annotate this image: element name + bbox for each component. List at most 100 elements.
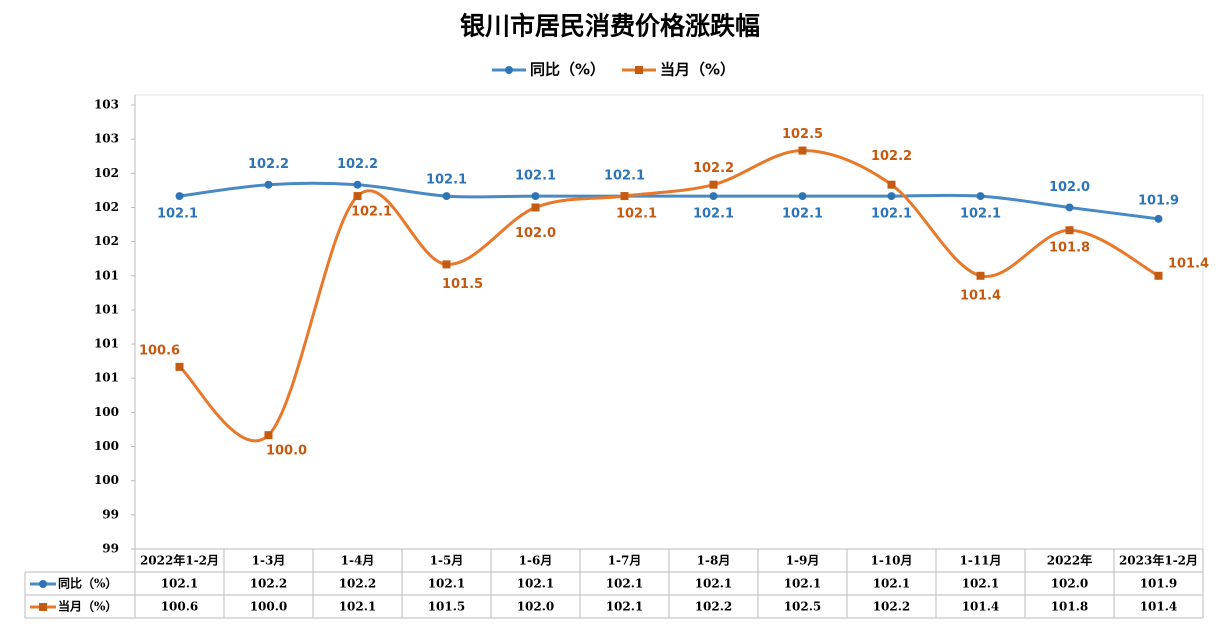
marker xyxy=(976,271,985,280)
y-tick-label: 101 xyxy=(94,302,119,316)
marker xyxy=(353,180,362,189)
data-label: 102.2 xyxy=(693,161,734,176)
x-tick-label: 1-4月 xyxy=(341,554,375,568)
table-cell: 101.5 xyxy=(428,600,466,614)
marker xyxy=(1154,214,1163,223)
series-line xyxy=(178,149,1160,443)
data-label: 102.1 xyxy=(693,207,734,222)
data-label: 101.4 xyxy=(960,288,1001,303)
marker xyxy=(887,180,896,189)
data-label: 100.0 xyxy=(266,444,307,459)
y-tick-label: 102 xyxy=(94,166,119,180)
table-cell: 102.1 xyxy=(606,577,644,591)
data-label: 101.9 xyxy=(1138,193,1179,208)
table-cell: 100.0 xyxy=(250,600,288,614)
table-cell: 102.1 xyxy=(161,577,199,591)
marker xyxy=(798,192,807,201)
table-cell: 102.0 xyxy=(1051,577,1089,591)
data-label: 102.1 xyxy=(157,207,198,222)
y-tick-label: 100 xyxy=(94,439,119,453)
marker xyxy=(264,431,273,440)
legend-marker xyxy=(635,66,643,74)
marker xyxy=(531,203,540,212)
data-label: 101.4 xyxy=(1168,256,1209,271)
table-cell: 102.1 xyxy=(517,577,555,591)
table-cell: 102.1 xyxy=(695,577,733,591)
y-tick-label: 101 xyxy=(94,268,119,282)
y-tick-label: 103 xyxy=(94,132,119,146)
marker xyxy=(175,192,184,201)
x-tick-label: 2022年 xyxy=(1047,553,1092,568)
x-tick-label: 1-8月 xyxy=(697,554,731,568)
table-cell: 102.1 xyxy=(606,600,644,614)
data-label: 102.1 xyxy=(960,207,1001,222)
table-key-marker xyxy=(39,603,47,611)
table-cell: 101.8 xyxy=(1051,600,1089,614)
data-label: 101.8 xyxy=(1049,241,1090,256)
table-cell: 101.9 xyxy=(1140,577,1178,591)
data-label: 102.0 xyxy=(515,226,556,241)
legend-marker xyxy=(505,66,513,74)
y-tick-label: 103 xyxy=(94,98,119,112)
data-label: 102.1 xyxy=(616,207,657,222)
table-cell: 102.1 xyxy=(784,577,822,591)
marker xyxy=(976,192,985,201)
plot-area xyxy=(134,94,1204,550)
table-cell: 102.5 xyxy=(784,600,822,614)
table-cell: 102.0 xyxy=(517,600,555,614)
data-label: 102.1 xyxy=(871,207,912,222)
table-row-label: 当月（%） xyxy=(58,599,117,614)
marker xyxy=(620,192,629,201)
legend-label: 同比（%） xyxy=(530,61,605,79)
data-label: 102.0 xyxy=(1049,180,1090,195)
data-label: 100.6 xyxy=(139,343,180,358)
data-label: 102.1 xyxy=(604,169,645,184)
table-cell: 102.1 xyxy=(428,577,466,591)
data-label: 102.1 xyxy=(515,169,556,184)
y-tick-label: 100 xyxy=(94,405,119,419)
x-tick-label: 1-7月 xyxy=(608,554,642,568)
data-label: 102.2 xyxy=(337,157,378,172)
y-tick-label: 100 xyxy=(94,473,119,487)
legend-label: 当月（%） xyxy=(660,61,735,79)
marker xyxy=(264,180,273,189)
y-tick-label: 99 xyxy=(102,507,119,521)
table-key-marker xyxy=(39,580,47,588)
marker xyxy=(709,192,718,201)
x-tick-label: 1-9月 xyxy=(786,554,820,568)
marker xyxy=(887,192,896,201)
data-label: 102.2 xyxy=(248,157,289,172)
table-cell: 102.2 xyxy=(695,600,733,614)
marker xyxy=(353,192,362,201)
x-tick-label: 2022年1-2月 xyxy=(140,553,219,568)
chart-title: 银川市居民消费价格涨跌幅 xyxy=(460,12,760,41)
marker xyxy=(442,192,451,201)
x-tick-label: 1-5月 xyxy=(430,554,464,568)
y-tick-label: 102 xyxy=(94,234,119,248)
table-cell: 102.2 xyxy=(873,600,911,614)
marker xyxy=(709,180,718,189)
data-label: 102.1 xyxy=(351,205,392,220)
data-label: 102.5 xyxy=(782,127,823,142)
marker xyxy=(442,260,451,269)
marker xyxy=(175,362,184,371)
y-tick-label: 101 xyxy=(94,337,119,351)
table-cell: 102.1 xyxy=(339,600,377,614)
table-cell: 102.1 xyxy=(873,577,911,591)
marker xyxy=(1065,226,1074,235)
data-label: 102.2 xyxy=(871,149,912,164)
marker xyxy=(1154,271,1163,280)
data-label: 101.5 xyxy=(442,277,483,292)
x-tick-label: 1-6月 xyxy=(519,554,553,568)
data-label: 102.1 xyxy=(426,173,467,188)
y-tick-label: 101 xyxy=(94,371,119,385)
x-tick-label: 1-3月 xyxy=(252,554,286,568)
table-row-label: 同比（%） xyxy=(58,576,117,591)
table-cell: 102.1 xyxy=(962,577,1000,591)
marker xyxy=(798,146,807,155)
table-cell: 102.2 xyxy=(339,577,377,591)
marker xyxy=(1065,203,1074,212)
x-tick-label: 1-11月 xyxy=(959,554,1001,568)
table-cell: 101.4 xyxy=(962,600,1000,614)
